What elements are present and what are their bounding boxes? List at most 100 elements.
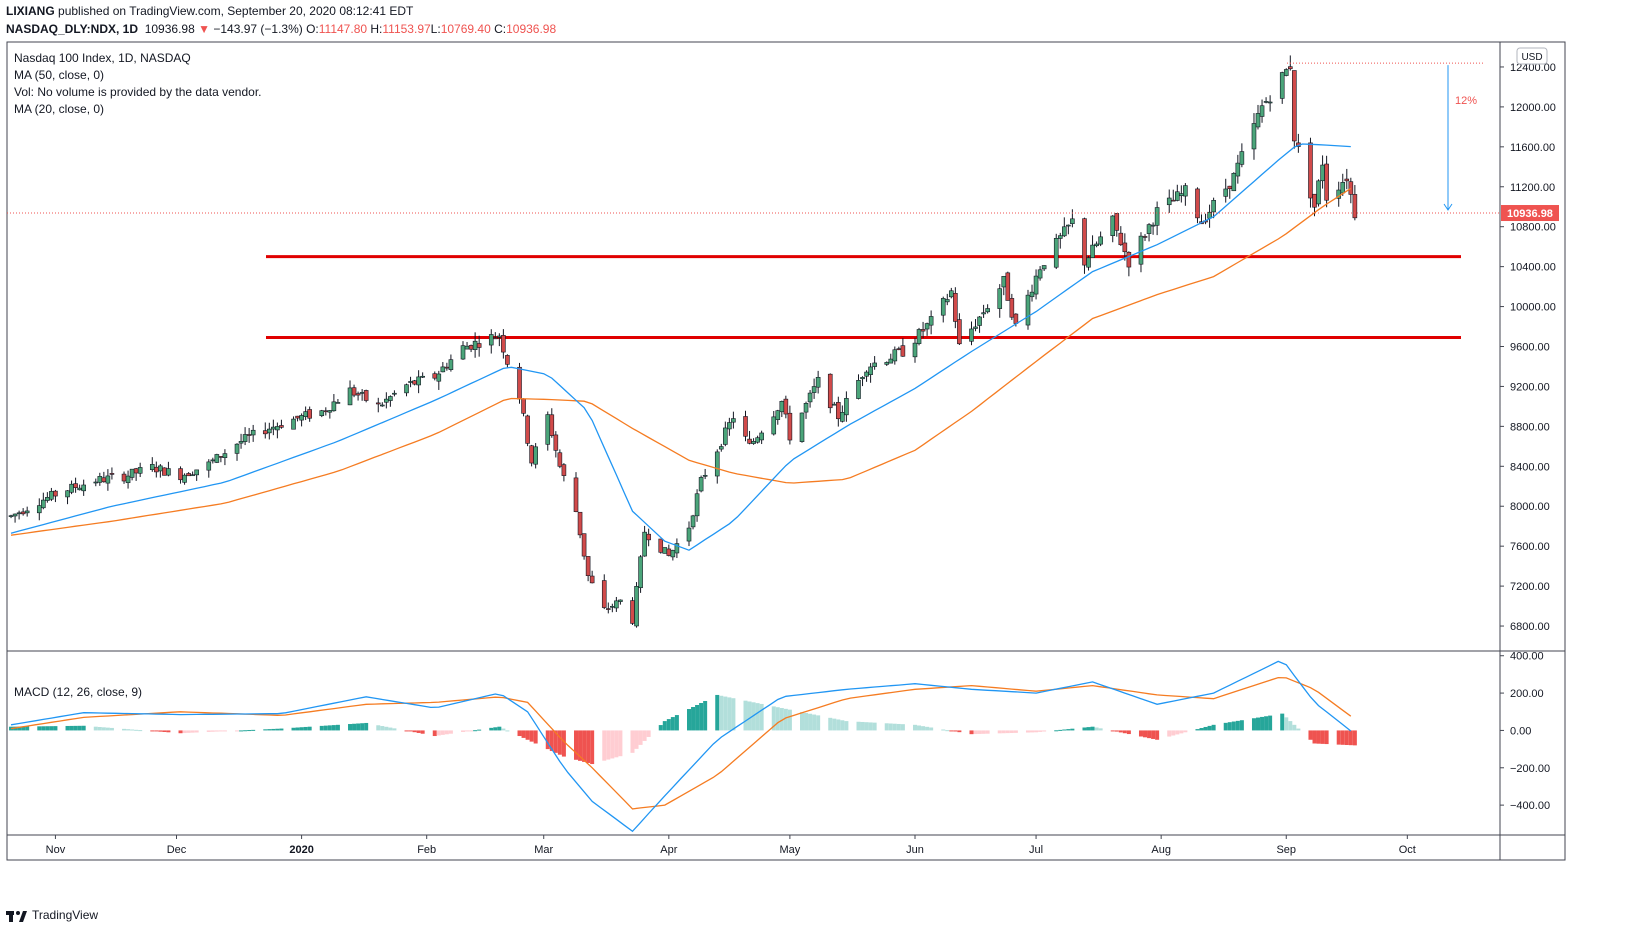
candle[interactable] bbox=[1005, 271, 1011, 301]
candle[interactable] bbox=[638, 555, 643, 593]
candle[interactable] bbox=[573, 472, 579, 513]
candle[interactable] bbox=[460, 341, 466, 360]
candle[interactable] bbox=[1203, 213, 1208, 225]
candle[interactable] bbox=[916, 327, 922, 346]
candle[interactable] bbox=[815, 370, 821, 394]
candle[interactable] bbox=[335, 399, 341, 404]
candle[interactable] bbox=[448, 354, 454, 372]
candle[interactable] bbox=[375, 397, 381, 413]
candle[interactable] bbox=[836, 396, 841, 427]
candle[interactable] bbox=[1062, 217, 1067, 238]
candle[interactable] bbox=[864, 370, 869, 382]
candle[interactable] bbox=[1308, 137, 1313, 208]
candle[interactable] bbox=[1352, 185, 1358, 221]
candle[interactable] bbox=[1033, 269, 1039, 300]
candle[interactable] bbox=[93, 478, 99, 487]
candle[interactable] bbox=[1183, 183, 1188, 206]
candle[interactable] bbox=[206, 459, 212, 478]
candle[interactable] bbox=[1122, 233, 1128, 261]
candle[interactable] bbox=[359, 389, 365, 401]
candle[interactable] bbox=[125, 470, 131, 489]
candle[interactable] bbox=[605, 602, 611, 614]
candle[interactable] bbox=[997, 284, 1003, 318]
candle[interactable] bbox=[807, 389, 813, 408]
candle[interactable] bbox=[149, 457, 155, 472]
candle[interactable] bbox=[476, 335, 482, 357]
candle[interactable] bbox=[1223, 178, 1229, 203]
candle[interactable] bbox=[969, 321, 974, 346]
macd-signal-line[interactable] bbox=[10, 676, 1352, 810]
candle[interactable] bbox=[686, 521, 692, 547]
candle[interactable] bbox=[81, 479, 86, 496]
candle[interactable] bbox=[521, 398, 526, 417]
candle[interactable] bbox=[420, 372, 425, 379]
candle[interactable] bbox=[1094, 241, 1099, 248]
legend-ma20[interactable]: MA (20, close, 0) bbox=[14, 102, 105, 116]
candle[interactable] bbox=[666, 544, 672, 557]
candle[interactable] bbox=[1118, 226, 1124, 246]
candle[interactable] bbox=[888, 353, 894, 364]
candle[interactable] bbox=[12, 513, 18, 523]
candle[interactable] bbox=[868, 363, 873, 383]
candle[interactable] bbox=[242, 427, 248, 446]
candle[interactable] bbox=[1211, 197, 1216, 219]
macd-line[interactable] bbox=[10, 660, 1352, 833]
candle[interactable] bbox=[1259, 99, 1265, 123]
candle[interactable] bbox=[533, 443, 538, 469]
candle[interactable] bbox=[783, 395, 789, 419]
candle[interactable] bbox=[162, 467, 167, 476]
candle[interactable] bbox=[53, 489, 58, 503]
candle[interactable] bbox=[133, 467, 139, 481]
candle[interactable] bbox=[977, 316, 982, 333]
candle[interactable] bbox=[751, 438, 756, 445]
candle[interactable] bbox=[973, 319, 978, 332]
candle[interactable] bbox=[250, 424, 256, 442]
candle[interactable] bbox=[1053, 233, 1059, 270]
candle[interactable] bbox=[1175, 184, 1180, 202]
candle[interactable] bbox=[1324, 155, 1329, 208]
candle[interactable] bbox=[444, 362, 450, 371]
candle[interactable] bbox=[388, 395, 393, 407]
candle[interactable] bbox=[1267, 95, 1273, 112]
candle[interactable] bbox=[545, 411, 551, 451]
candle[interactable] bbox=[234, 443, 240, 461]
candle[interactable] bbox=[618, 599, 623, 605]
author-name[interactable]: LIXIANG bbox=[6, 4, 55, 18]
candle[interactable] bbox=[953, 287, 958, 329]
candle[interactable] bbox=[1166, 189, 1172, 213]
candle[interactable] bbox=[949, 287, 954, 299]
candle[interactable] bbox=[279, 419, 284, 429]
candle[interactable] bbox=[727, 417, 732, 436]
candle[interactable] bbox=[1279, 71, 1285, 104]
candle[interactable] bbox=[844, 391, 849, 422]
candle[interactable] bbox=[1255, 104, 1261, 130]
candle[interactable] bbox=[492, 332, 498, 340]
candle[interactable] bbox=[275, 422, 280, 439]
candle[interactable] bbox=[920, 321, 926, 339]
candle[interactable] bbox=[803, 401, 809, 419]
candle[interactable] bbox=[1179, 185, 1184, 203]
candle[interactable] bbox=[553, 431, 559, 458]
candle[interactable] bbox=[1086, 255, 1091, 271]
candle[interactable] bbox=[408, 376, 413, 388]
candle[interactable] bbox=[775, 409, 781, 425]
candle[interactable] bbox=[109, 467, 115, 480]
candle[interactable] bbox=[307, 406, 312, 422]
candle[interactable] bbox=[630, 597, 635, 625]
candle[interactable] bbox=[166, 461, 171, 477]
candle[interactable] bbox=[1126, 251, 1132, 277]
candle[interactable] bbox=[549, 408, 555, 438]
candle[interactable] bbox=[65, 490, 70, 505]
candle[interactable] bbox=[1070, 209, 1075, 228]
candle[interactable] bbox=[872, 356, 877, 370]
candle[interactable] bbox=[392, 390, 397, 397]
candle[interactable] bbox=[214, 453, 220, 464]
candle[interactable] bbox=[787, 405, 793, 445]
candle[interactable] bbox=[1170, 189, 1176, 202]
candle[interactable] bbox=[1146, 223, 1152, 242]
candle[interactable] bbox=[670, 549, 676, 561]
candle[interactable] bbox=[1142, 234, 1148, 241]
candle[interactable] bbox=[412, 379, 417, 386]
candle[interactable] bbox=[731, 411, 736, 429]
candle[interactable] bbox=[1150, 222, 1156, 235]
